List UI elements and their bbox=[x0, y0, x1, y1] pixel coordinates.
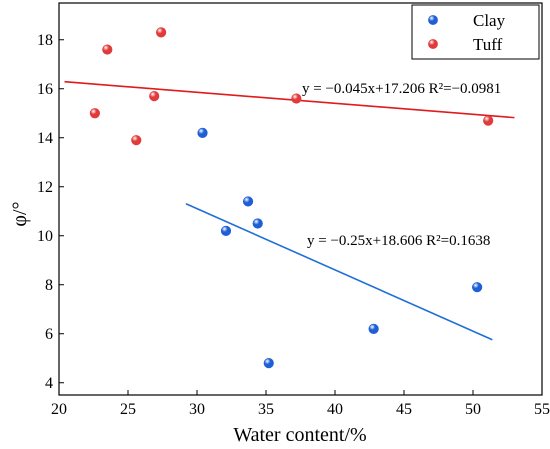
point-tuff bbox=[149, 90, 160, 102]
x-tick-label: 20 bbox=[51, 401, 67, 418]
legend-label-tuff: Tuff bbox=[473, 35, 503, 54]
point-clay bbox=[252, 218, 263, 229]
point-clay bbox=[472, 282, 483, 293]
legend-marker-tuff bbox=[428, 39, 438, 49]
x-tick-label: 30 bbox=[189, 401, 205, 418]
y-tick-label: 16 bbox=[37, 81, 53, 98]
point-tuff bbox=[156, 27, 167, 38]
y-axis-title: φ/° bbox=[9, 201, 31, 226]
point-clay bbox=[263, 358, 274, 369]
y-axis: 4 6 8 10 12 14 16 18 bbox=[37, 32, 64, 392]
point-clay bbox=[197, 127, 208, 138]
legend: Clay Tuff bbox=[411, 4, 540, 60]
x-tick-label: 35 bbox=[258, 401, 274, 418]
legend-box bbox=[411, 4, 540, 60]
plot-area-frame bbox=[58, 2, 543, 396]
y-tick-label: 4 bbox=[45, 375, 53, 392]
x-tick-label: 40 bbox=[327, 401, 343, 418]
x-tick-label: 55 bbox=[534, 401, 550, 418]
point-tuff bbox=[102, 44, 113, 55]
data-points bbox=[89, 27, 494, 369]
tuff-fit-equation: y = −0.045x+17.206 R²=−0.0981 bbox=[302, 81, 501, 97]
y-tick-label: 10 bbox=[37, 228, 53, 245]
x-tick-label: 25 bbox=[120, 401, 136, 418]
fit-line-clay bbox=[185, 203, 493, 341]
point-tuff bbox=[483, 115, 494, 126]
legend-label-clay: Clay bbox=[473, 11, 506, 30]
point-tuff bbox=[131, 135, 142, 146]
y-tick-label: 18 bbox=[37, 32, 53, 49]
point-clay bbox=[242, 196, 254, 207]
point-tuff bbox=[291, 93, 302, 104]
x-tick-label: 45 bbox=[396, 401, 412, 418]
point-clay bbox=[220, 225, 232, 236]
y-tick-label: 6 bbox=[45, 326, 53, 343]
fit-lines bbox=[64, 80, 515, 341]
x-tick-label: 50 bbox=[465, 401, 481, 418]
y-tick-label: 14 bbox=[37, 130, 53, 147]
x-axis: 20 25 30 35 40 45 50 55 bbox=[51, 390, 550, 418]
fit-line-tuff bbox=[64, 80, 515, 119]
clay-fit-equation: y = −0.25x+18.606 R²=0.1638 bbox=[307, 233, 490, 249]
x-axis-title: Water content/% bbox=[233, 424, 366, 446]
point-clay bbox=[368, 323, 379, 334]
y-tick-label: 12 bbox=[37, 179, 53, 196]
point-tuff bbox=[89, 108, 100, 119]
y-tick-label: 8 bbox=[45, 277, 53, 294]
legend-marker-clay bbox=[428, 15, 438, 25]
